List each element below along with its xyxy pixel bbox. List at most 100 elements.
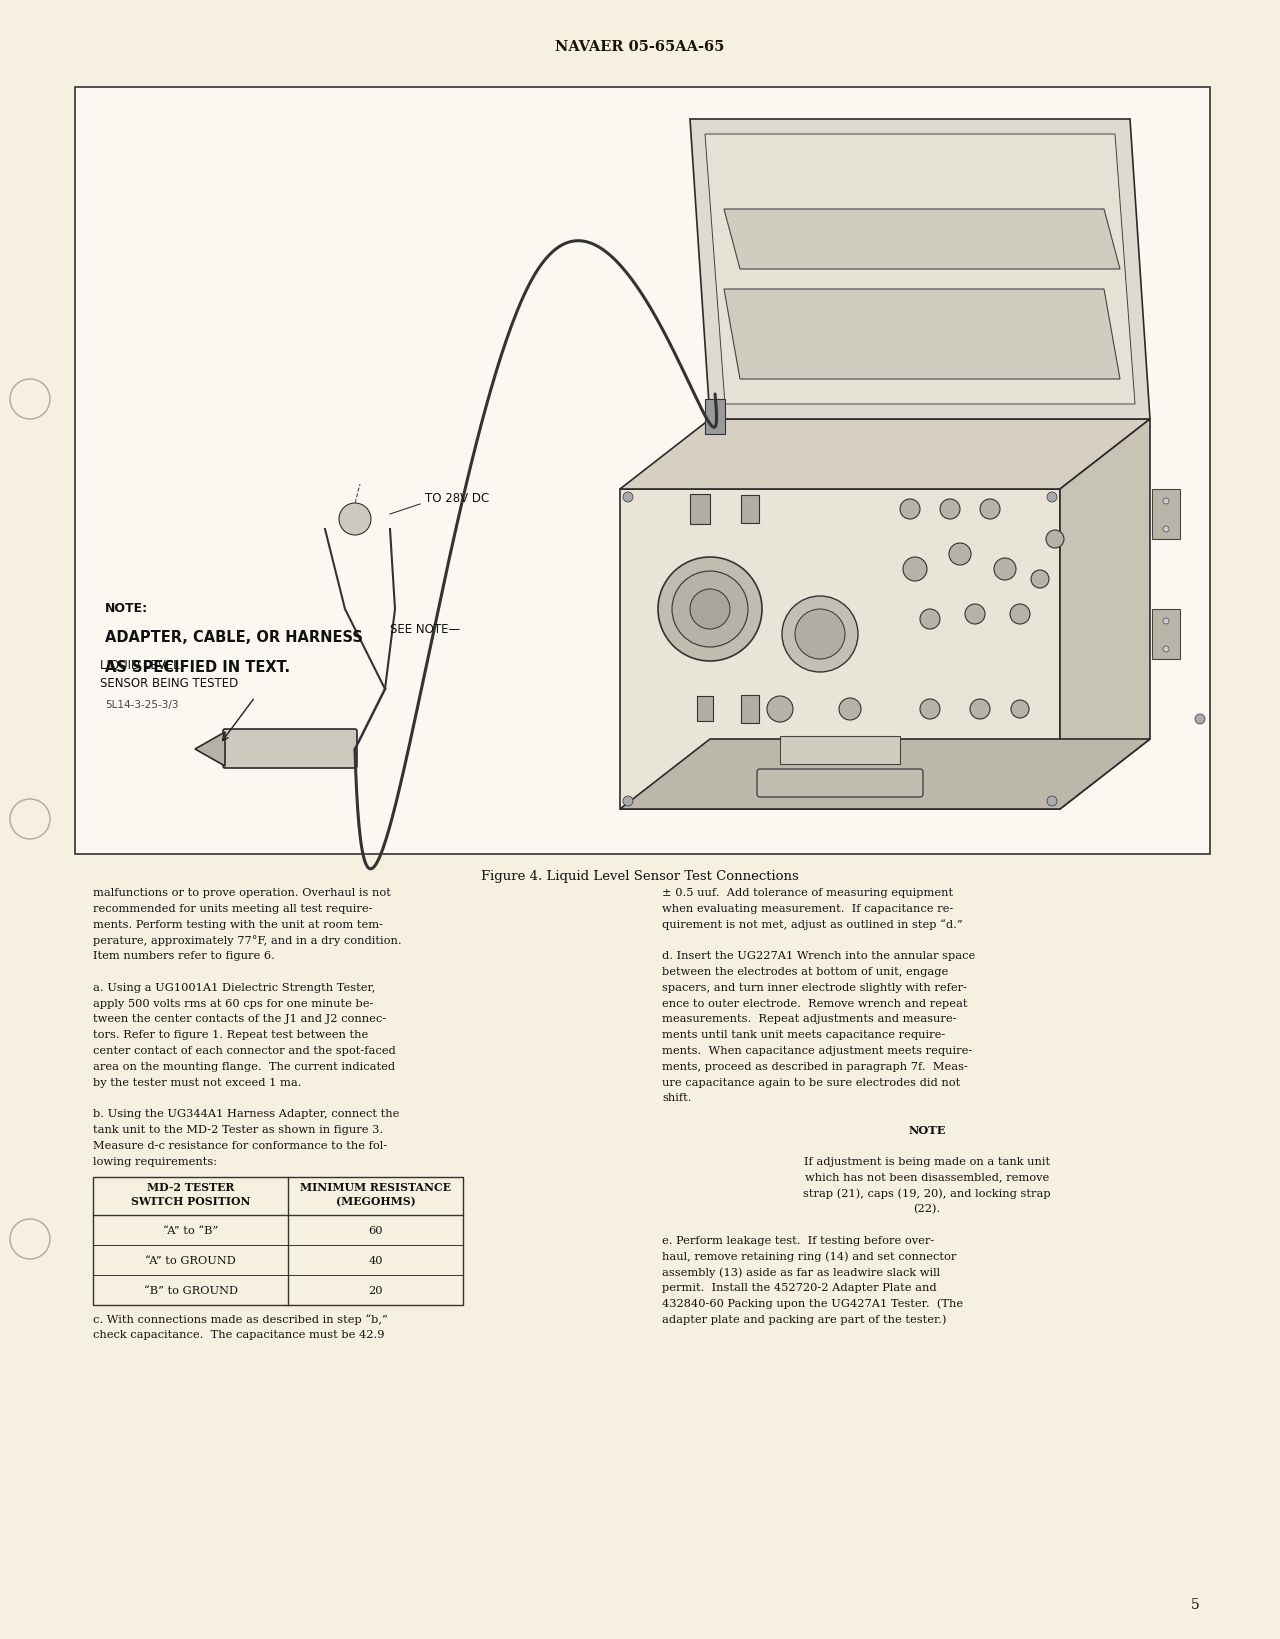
Text: (22).: (22). [914,1203,941,1213]
Text: 40: 40 [369,1255,383,1265]
Circle shape [940,500,960,520]
Circle shape [623,493,634,503]
Text: ments. Perform testing with the unit at room tem-: ments. Perform testing with the unit at … [93,919,383,929]
Circle shape [920,610,940,629]
Circle shape [672,572,748,647]
Circle shape [1164,526,1169,533]
Text: NOTE: NOTE [909,1124,946,1136]
Text: d. Insert the UG227A1 Wrench into the annular space: d. Insert the UG227A1 Wrench into the an… [662,951,975,960]
Polygon shape [1060,420,1149,810]
Text: 60: 60 [369,1226,383,1236]
Text: NAVAER 05-65AA-65: NAVAER 05-65AA-65 [556,39,724,54]
Text: If adjustment is being made on a tank unit: If adjustment is being made on a tank un… [804,1155,1050,1165]
Circle shape [782,597,858,672]
Circle shape [10,1219,50,1259]
Bar [93,1178,463,1306]
Circle shape [980,500,1000,520]
Circle shape [658,557,762,662]
Bar [705,400,724,434]
Text: perature, approximately 77°F, and in a dry condition.: perature, approximately 77°F, and in a d… [93,934,402,946]
Bar [1152,610,1180,659]
Text: recommended for units meeting all test require-: recommended for units meeting all test r… [93,903,372,913]
Text: ± 0.5 uuf.  Add tolerance of measuring equipment: ± 0.5 uuf. Add tolerance of measuring eq… [662,887,954,898]
Bar [741,495,759,524]
Circle shape [995,559,1016,580]
Text: Figure 4. Liquid Level Sensor Test Connections: Figure 4. Liquid Level Sensor Test Conne… [481,869,799,882]
Text: permit.  Install the 452720-2 Adapter Plate and: permit. Install the 452720-2 Adapter Pla… [662,1282,937,1292]
Text: “A” to GROUND: “A” to GROUND [145,1255,236,1265]
Text: NOTE:: NOTE: [105,602,148,615]
Bar [76,89,1210,854]
FancyBboxPatch shape [756,770,923,798]
Circle shape [1010,605,1030,624]
Text: 20: 20 [369,1285,383,1295]
Bar [698,697,713,721]
Text: which has not been disassembled, remove: which has not been disassembled, remove [805,1172,1050,1182]
Text: “B” to GROUND: “B” to GROUND [143,1285,238,1295]
Circle shape [767,697,794,723]
Circle shape [1196,715,1204,724]
Circle shape [920,700,940,720]
Circle shape [965,605,986,624]
Circle shape [902,557,927,582]
Circle shape [10,380,50,420]
Text: apply 500 volts rms at 60 cps for one minute be-: apply 500 volts rms at 60 cps for one mi… [93,998,374,1008]
Circle shape [1164,618,1169,624]
Polygon shape [705,134,1135,405]
Text: area on the mounting flange.  The current indicated: area on the mounting flange. The current… [93,1060,396,1072]
Text: 5L14-3-25-3/3: 5L14-3-25-3/3 [105,700,178,710]
Bar [690,495,710,524]
Circle shape [1030,570,1050,588]
Text: ence to outer electrode.  Remove wrench and repeat: ence to outer electrode. Remove wrench a… [662,998,968,1008]
Circle shape [795,610,845,659]
Text: shift.: shift. [662,1093,691,1103]
Circle shape [1011,700,1029,718]
Circle shape [1046,531,1064,549]
Circle shape [1047,797,1057,806]
Text: haul, remove retaining ring (14) and set connector: haul, remove retaining ring (14) and set… [662,1251,956,1260]
Circle shape [970,700,989,720]
Text: ments until tank unit meets capacitance require-: ments until tank unit meets capacitance … [662,1029,945,1039]
Text: Item numbers refer to figure 6.: Item numbers refer to figure 6. [93,951,275,960]
Bar [741,695,759,723]
Text: between the electrodes at bottom of unit, engage: between the electrodes at bottom of unit… [662,967,948,977]
Circle shape [623,797,634,806]
Text: adapter plate and packing are part of the tester.): adapter plate and packing are part of th… [662,1314,946,1324]
Polygon shape [690,120,1149,420]
Text: malfunctions or to prove operation. Overhaul is not: malfunctions or to prove operation. Over… [93,887,390,898]
Text: check capacitance.  The capacitance must be 42.9: check capacitance. The capacitance must … [93,1329,384,1339]
FancyBboxPatch shape [223,729,357,769]
Circle shape [10,800,50,839]
Text: quirement is not met, adjust as outlined in step “d.”: quirement is not met, adjust as outlined… [662,919,963,929]
Text: strap (21), caps (19, 20), and locking strap: strap (21), caps (19, 20), and locking s… [803,1188,1051,1198]
Bar [1152,490,1180,539]
Text: c. With connections made as described in step “b,”: c. With connections made as described in… [93,1313,388,1324]
Circle shape [838,698,861,721]
Text: MD-2 TESTER
SWITCH POSITION: MD-2 TESTER SWITCH POSITION [131,1182,251,1206]
Text: Measure d-c resistance for conformance to the fol-: Measure d-c resistance for conformance t… [93,1141,387,1151]
Text: b. Using the UG344A1 Harness Adapter, connect the: b. Using the UG344A1 Harness Adapter, co… [93,1108,399,1118]
Polygon shape [724,210,1120,270]
Text: AS SPECIFIED IN TEXT.: AS SPECIFIED IN TEXT. [105,659,291,675]
Text: SEE NOTE—: SEE NOTE— [390,623,461,636]
Text: 5: 5 [1190,1596,1199,1611]
Text: MINIMUM RESISTANCE
(MEGOHMS): MINIMUM RESISTANCE (MEGOHMS) [300,1182,451,1206]
Text: when evaluating measurement.  If capacitance re-: when evaluating measurement. If capacita… [662,903,954,913]
Circle shape [690,590,730,629]
Text: by the tester must not exceed 1 ma.: by the tester must not exceed 1 ma. [93,1077,302,1087]
Text: ure capacitance again to be sure electrodes did not: ure capacitance again to be sure electro… [662,1077,960,1087]
Polygon shape [195,733,225,767]
Text: a. Using a UG1001A1 Dielectric Strength Tester,: a. Using a UG1001A1 Dielectric Strength … [93,982,375,992]
Text: “A” to “B”: “A” to “B” [163,1226,218,1236]
Text: measurements.  Repeat adjustments and measure-: measurements. Repeat adjustments and mea… [662,1015,956,1024]
Text: tors. Refer to figure 1. Repeat test between the: tors. Refer to figure 1. Repeat test bet… [93,1029,369,1039]
Text: ments.  When capacitance adjustment meets require-: ments. When capacitance adjustment meets… [662,1046,973,1056]
Text: SENSOR BEING TESTED: SENSOR BEING TESTED [100,677,238,690]
Text: e. Perform leakage test.  If testing before over-: e. Perform leakage test. If testing befo… [662,1234,934,1246]
Circle shape [339,503,371,536]
Bar [620,490,1060,810]
Text: lowing requirements:: lowing requirements: [93,1155,218,1165]
Text: 432840-60 Packing upon the UG427A1 Tester.  (The: 432840-60 Packing upon the UG427A1 Teste… [662,1298,963,1308]
Text: TO 28V DC: TO 28V DC [425,492,489,505]
Polygon shape [620,739,1149,810]
